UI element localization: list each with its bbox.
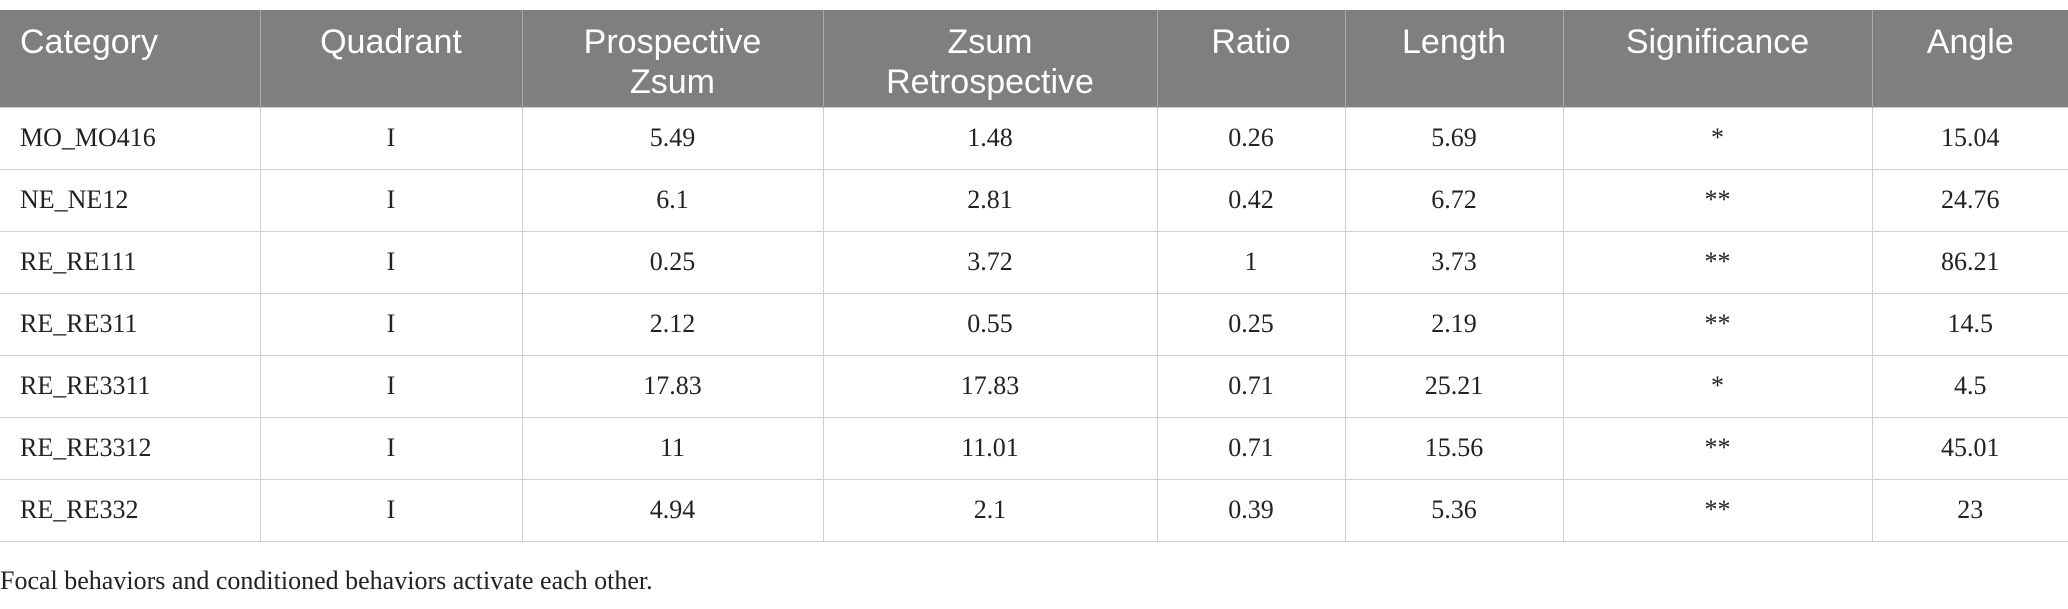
table-cell: 5.69	[1344, 106, 1564, 170]
table-cell: 0.71	[1156, 416, 1346, 480]
header-cell: Zsum Retrospective	[822, 10, 1157, 107]
table-cell: 0.25	[1156, 292, 1346, 356]
table-cell: 5.49	[521, 106, 824, 170]
table-row: MO_MO416 I 5.49 1.48 0.26 5.69 * 15.04	[0, 106, 2068, 170]
header-cell: Ratio	[1156, 10, 1345, 107]
table-cell: 86.21	[1871, 230, 2068, 294]
table-cell: 11.01	[822, 416, 1158, 480]
table-cell: 0.71	[1156, 354, 1346, 418]
table-cell: I	[259, 354, 523, 418]
table-cell: 2.81	[822, 168, 1158, 232]
table-cell: I	[259, 416, 523, 480]
table-cell: 2.19	[1344, 292, 1564, 356]
header-row: Category Quadrant Prospective Zsum Zsum Retro…	[0, 10, 2068, 107]
table-cell: **	[1562, 230, 1873, 294]
table-cell: RE_RE111	[0, 230, 261, 294]
table-cell: 3.73	[1344, 230, 1564, 294]
table-row: RE_RE111 I 0.25 3.72 1 3.73 ** 86.21	[0, 230, 2068, 294]
header-text: Length	[1402, 23, 1506, 61]
table-cell: 4.94	[521, 478, 824, 542]
header-text: Zsum	[947, 23, 1033, 61]
table-cell: 15.04	[1871, 106, 2068, 170]
table-cell: 2.12	[521, 292, 824, 356]
table-cell: 15.56	[1344, 416, 1564, 480]
table-cell: RE_RE311	[0, 292, 261, 356]
table-cell: 2.1	[822, 478, 1158, 542]
header-text: Zsum	[630, 63, 715, 101]
header-text: Angle	[1926, 23, 2014, 61]
table-cell: 1.48	[822, 106, 1158, 170]
table-cell: I	[259, 230, 523, 294]
header-text: Ratio	[1211, 23, 1291, 61]
header-cell: Quadrant	[259, 10, 522, 107]
table-cell: 24.76	[1871, 168, 2068, 232]
table-cell: 0.26	[1156, 106, 1346, 170]
table-cell: *	[1562, 106, 1873, 170]
header-text: Significance	[1625, 23, 1810, 61]
table-cell: **	[1562, 292, 1873, 356]
table-cell: 17.83	[822, 354, 1158, 418]
table-cell: NE_NE12	[0, 168, 261, 232]
header-cell: Significance	[1562, 10, 1872, 107]
header-cell: Category	[0, 10, 260, 107]
data-table: Category Quadrant Prospective Zsum Zsum Retro…	[0, 10, 2068, 542]
table-cell: 11	[521, 416, 824, 480]
table-cell: 6.1	[521, 168, 824, 232]
table-row: RE_RE311 I 2.12 0.55 0.25 2.19 ** 14.5	[0, 292, 2068, 356]
header-text: Category	[20, 23, 158, 61]
table-cell: 17.83	[521, 354, 824, 418]
header-cell: Length	[1344, 10, 1563, 107]
table-row: NE_NE12 I 6.1 2.81 0.42 6.72 ** 24.76	[0, 168, 2068, 232]
table-cell: 0.39	[1156, 478, 1346, 542]
table-row: RE_RE3311 I 17.83 17.83 0.71 25.21 * 4.5	[0, 354, 2068, 418]
table-cell: 3.72	[822, 230, 1158, 294]
table-cell: MO_MO416	[0, 106, 261, 170]
table-cell: I	[259, 292, 523, 356]
table-cell: 25.21	[1344, 354, 1564, 418]
table-cell: RE_RE3311	[0, 354, 261, 418]
table-cell: RE_RE332	[0, 478, 261, 542]
table-cell: 4.5	[1871, 354, 2068, 418]
table-cell: **	[1562, 416, 1873, 480]
table-cell: 45.01	[1871, 416, 2068, 480]
header-text: Retrospective	[886, 63, 1094, 101]
table-cell: 0.25	[521, 230, 824, 294]
header-cell: Angle	[1871, 10, 2068, 107]
table-cell: I	[259, 478, 523, 542]
footnote: Focal behaviors and conditioned behavior…	[0, 566, 653, 595]
header-cell: Prospective Zsum	[521, 10, 823, 107]
table-row: RE_RE3312 I 11 11.01 0.71 15.56 ** 45.01	[0, 416, 2068, 480]
header-text: Prospective	[583, 23, 762, 61]
header-text: Quadrant	[320, 23, 462, 61]
table-cell: I	[259, 168, 523, 232]
table-body: MO_MO416 I 5.49 1.48 0.26 5.69 * 15.04 NE_NE12 I 6…	[0, 106, 2068, 542]
table-cell: 23	[1871, 478, 2068, 542]
table-cell: **	[1562, 168, 1873, 232]
table-cell: 0.55	[822, 292, 1158, 356]
table-cell: **	[1562, 478, 1873, 542]
table-cell: *	[1562, 354, 1873, 418]
table-cell: I	[259, 106, 523, 170]
table-row: RE_RE332 I 4.94 2.1 0.39 5.36 ** 23	[0, 478, 2068, 542]
table-cell: 0.42	[1156, 168, 1346, 232]
table-cell: 14.5	[1871, 292, 2068, 356]
table-cell: RE_RE3312	[0, 416, 261, 480]
table-cell: 5.36	[1344, 478, 1564, 542]
table-cell: 1	[1156, 230, 1346, 294]
table-cell: 6.72	[1344, 168, 1564, 232]
